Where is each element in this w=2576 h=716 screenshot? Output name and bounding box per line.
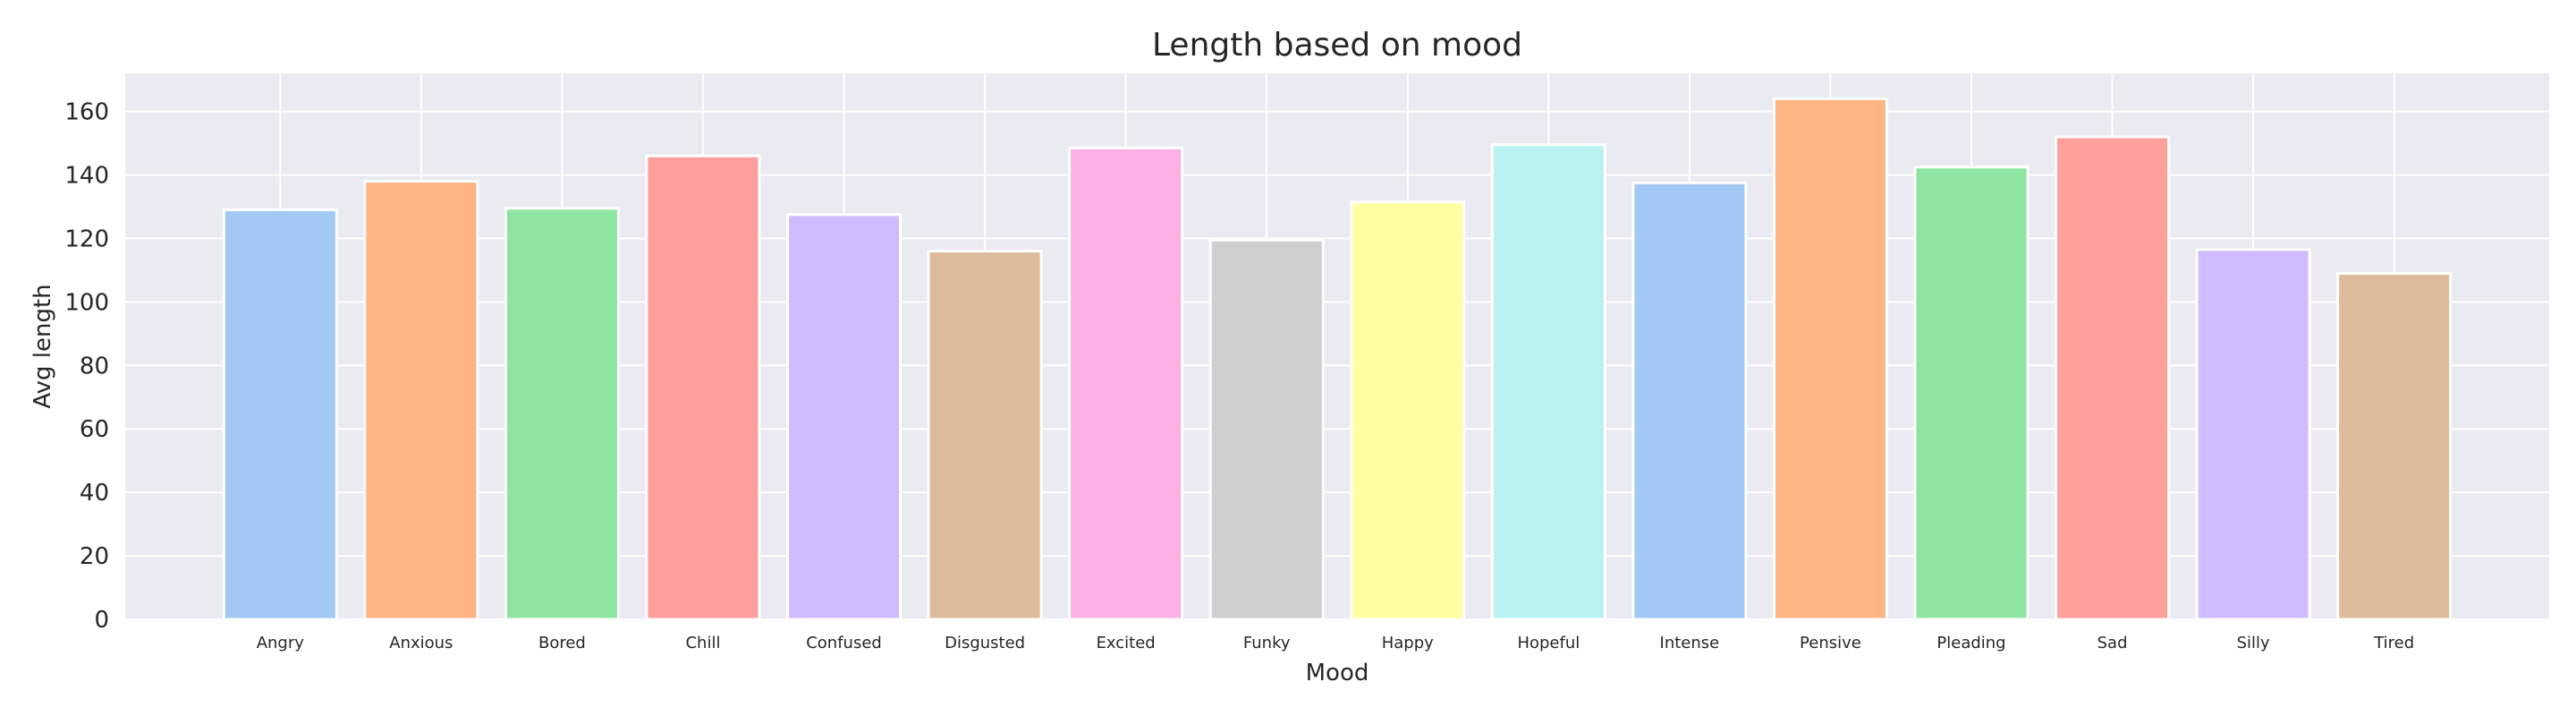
- x-tick-label: Sad: [2097, 634, 2128, 652]
- bar-angry: [222, 209, 338, 621]
- x-tick-label: Pensive: [1800, 634, 1861, 652]
- bars: [222, 97, 2453, 621]
- y-tick-label: 140: [64, 162, 109, 189]
- x-tick-label: Happy: [1382, 634, 1434, 652]
- y-axis-ticks: 0 20 40 60 80 100 120 140 160: [64, 99, 109, 634]
- bar-pleading: [1913, 166, 2029, 621]
- y-tick-label: 80: [80, 353, 109, 379]
- x-tick-label: Disgusted: [945, 634, 1025, 652]
- y-tick-label: 0: [94, 607, 109, 634]
- x-tick-label: Anxious: [389, 634, 453, 652]
- bar-excited: [1068, 146, 1184, 621]
- bar-funky: [1208, 238, 1325, 621]
- x-axis-ticks: Angry Anxious Bored Chill Confused Disgusted E…: [257, 634, 2414, 652]
- x-tick-label: Pleading: [1936, 634, 2005, 652]
- bar-tired: [2336, 271, 2453, 621]
- bar-pensive: [1772, 97, 1888, 621]
- y-tick-label: 40: [80, 480, 109, 507]
- x-tick-label: Funky: [1243, 634, 1291, 652]
- bar-silly: [2195, 248, 2311, 621]
- x-tick-label: Intense: [1660, 634, 1720, 652]
- chart-title: Length based on mood: [1152, 27, 1522, 64]
- plot-area: [125, 73, 2549, 619]
- x-tick-label: Chill: [685, 634, 720, 652]
- bar-happy: [1350, 200, 1466, 621]
- y-tick-label: 20: [80, 543, 109, 570]
- y-tick-label: 120: [64, 226, 109, 252]
- bar-chill: [645, 154, 761, 621]
- x-tick-label: Hopeful: [1517, 634, 1580, 652]
- y-axis-label: Avg length: [30, 284, 56, 408]
- bar-intense: [1631, 181, 1748, 621]
- x-tick-label: Excited: [1097, 634, 1156, 652]
- bar-bored: [504, 207, 620, 621]
- bar-sad: [2055, 135, 2171, 621]
- x-tick-label: Tired: [2373, 634, 2414, 652]
- y-tick-label: 160: [64, 99, 109, 126]
- bar-confused: [786, 213, 902, 621]
- x-tick-label: Silly: [2237, 634, 2270, 652]
- bar-disgusted: [927, 250, 1043, 621]
- bar-hopeful: [1490, 143, 1606, 621]
- x-tick-label: Bored: [538, 634, 586, 652]
- x-tick-label: Confused: [806, 634, 882, 652]
- y-tick-label: 100: [64, 289, 109, 316]
- x-axis-label: Mood: [1306, 660, 1369, 686]
- x-tick-label: Angry: [257, 634, 305, 652]
- bar-anxious: [363, 180, 479, 621]
- y-tick-label: 60: [80, 416, 109, 443]
